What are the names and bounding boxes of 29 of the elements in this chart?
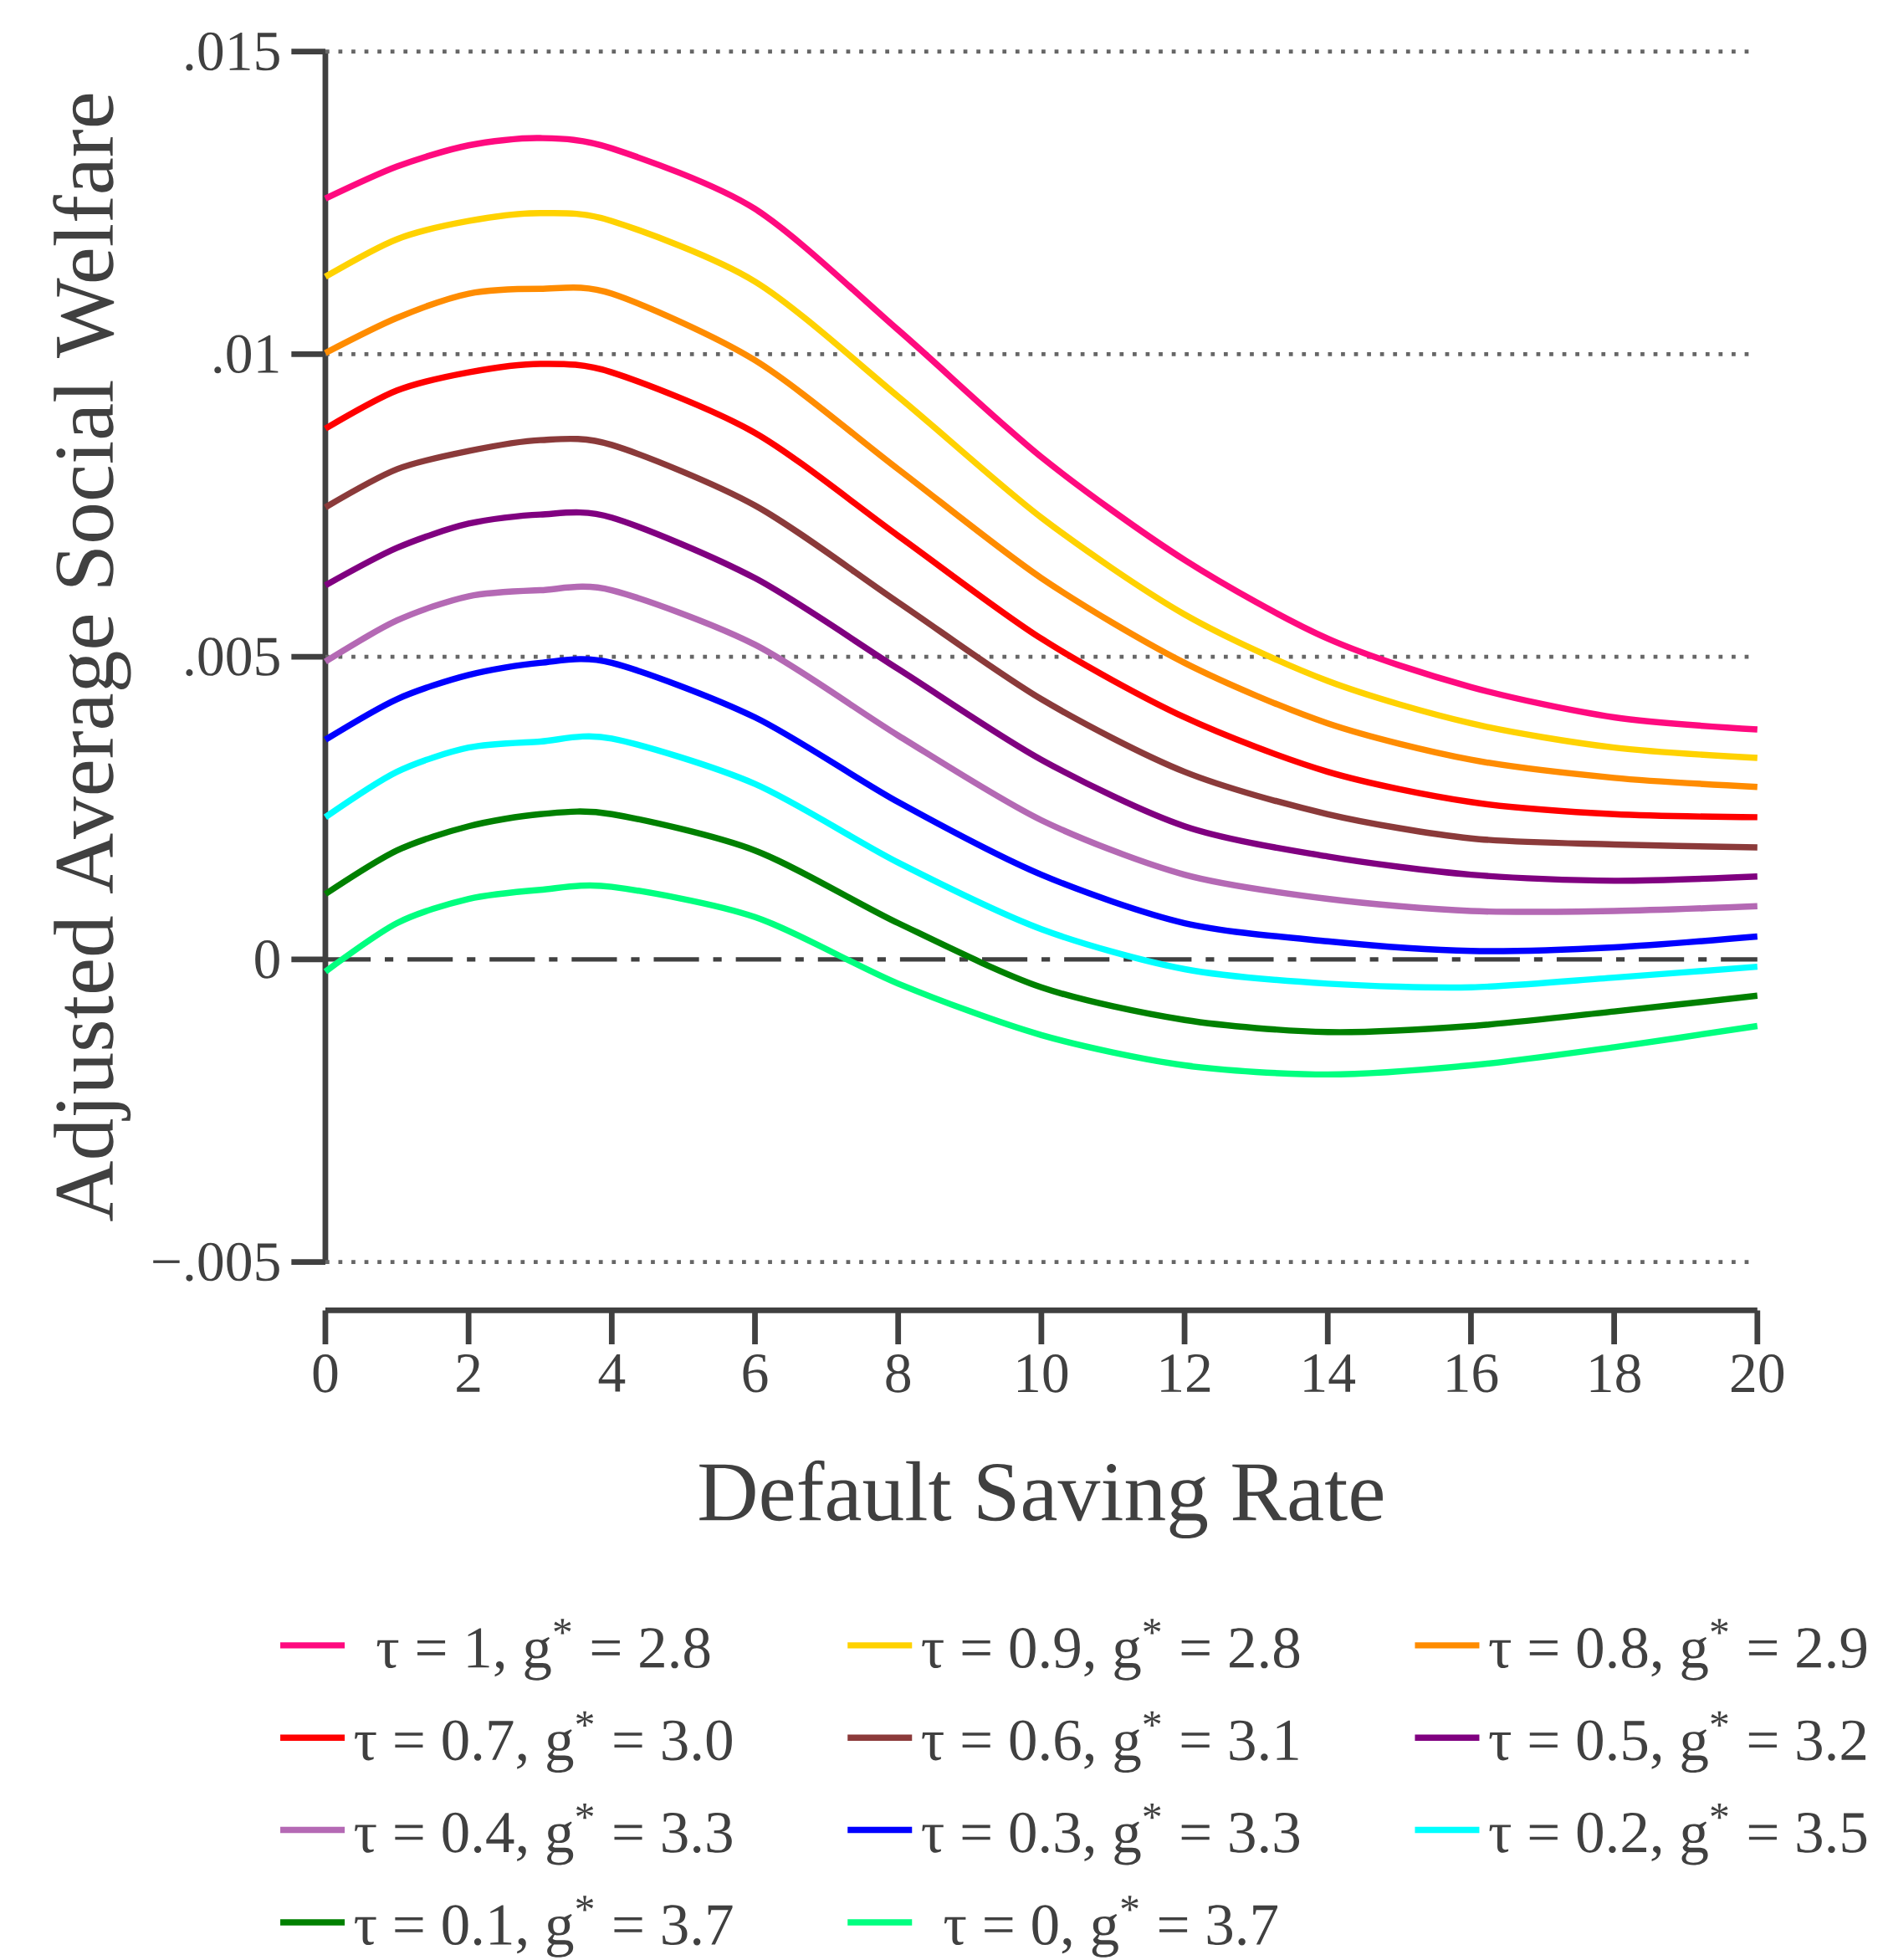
y-tick-label: −.005: [153, 1242, 279, 1282]
legend-label: τ = 0.4, g$^{*}$ = 3.3: [355, 1804, 732, 1865]
x-tick-label: 2: [457, 1354, 480, 1392]
legend-label: τ = 0, g$^{*}$ = 3.7: [944, 1896, 1278, 1957]
legend-label: τ = 0.6, g$^{*}$ = 3.1: [922, 1711, 1298, 1773]
x-tick-label: 8: [886, 1354, 911, 1393]
legend-label: τ = 0.8, g$^{*}$ = 2.9: [1489, 1619, 1867, 1681]
x-tick-label: 6: [743, 1354, 768, 1393]
x-tick-label: 18: [1590, 1354, 1640, 1393]
x-tick-label: 16: [1447, 1354, 1498, 1393]
x-tick-label: 20: [1731, 1354, 1784, 1393]
x-tick-label: 12: [1161, 1354, 1210, 1392]
legend-label: τ = 1, g$^{*}$ = 2.8: [376, 1619, 710, 1681]
x-tick-label: 10: [1018, 1354, 1068, 1393]
y-axis-title: Adjusted Average Social Welfare: [53, 94, 131, 1221]
y-tick-label: .01: [214, 335, 279, 374]
y-tick-label: 0: [255, 940, 279, 979]
legend-label: τ = 0.2, g$^{*}$ = 3.5: [1489, 1804, 1867, 1865]
legend-label: τ = 0.3, g$^{*}$ = 3.3: [922, 1804, 1300, 1865]
legend-label: τ = 0.1, g$^{*}$ = 3.7: [355, 1896, 733, 1957]
y-tick-label: .005: [186, 637, 279, 677]
x-tick-label: 4: [598, 1354, 626, 1392]
legend-label: τ = 0.7, g$^{*}$ = 3.0: [355, 1711, 732, 1773]
y-tick-label: .015: [186, 32, 279, 71]
x-tick-label: 0: [313, 1354, 338, 1393]
legend-label: τ = 0.9, g$^{*}$ = 2.8: [922, 1619, 1300, 1681]
x-tick-label: 14: [1304, 1354, 1356, 1392]
legend-label: τ = 0.5, g$^{*}$ = 3.2: [1489, 1711, 1866, 1773]
x-axis-title: Default Saving Rate: [699, 1460, 1383, 1539]
